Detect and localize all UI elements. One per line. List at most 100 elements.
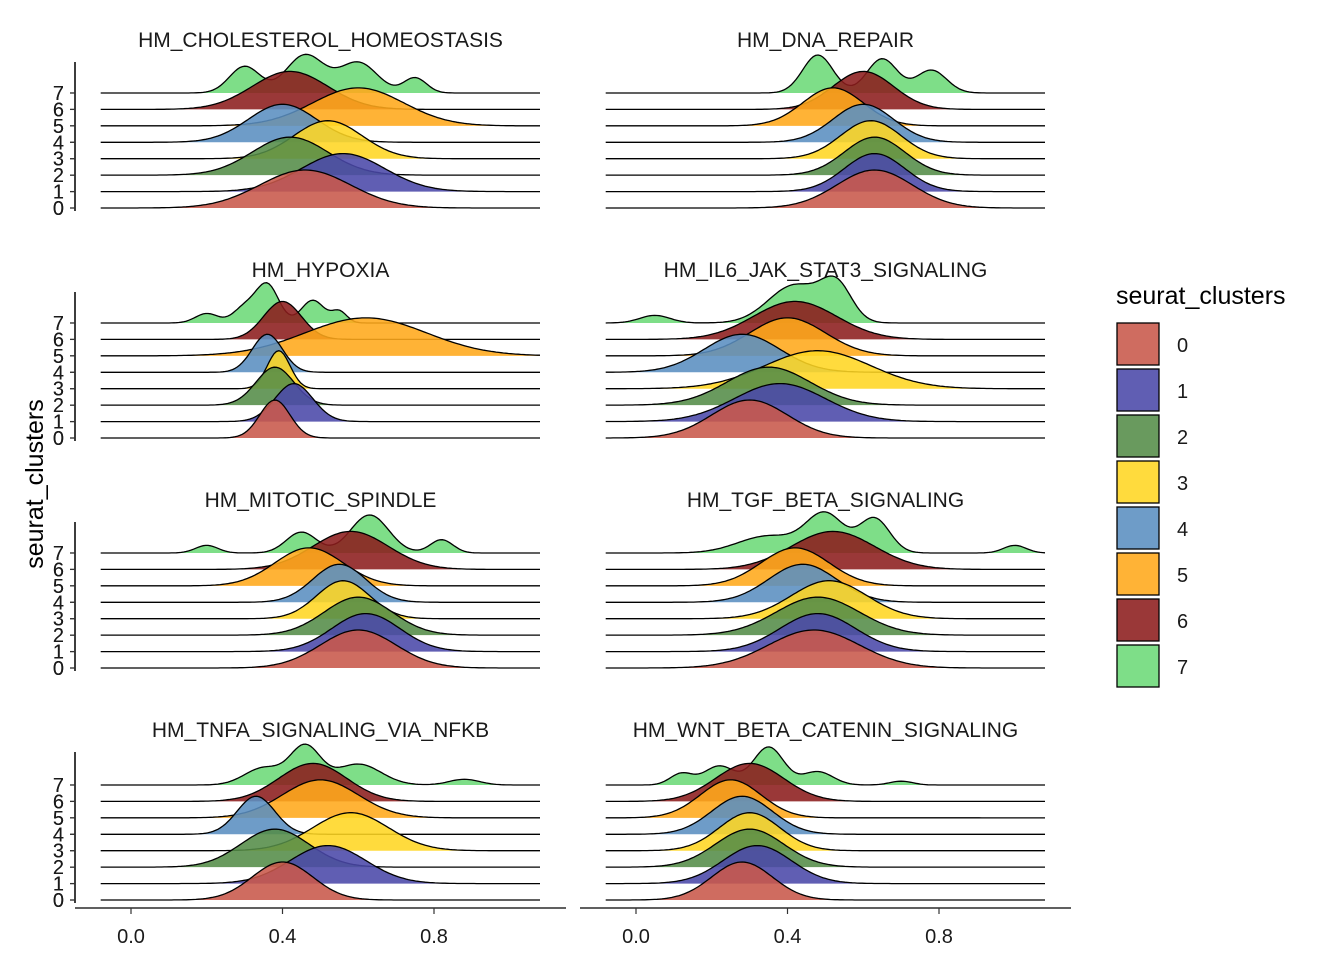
ridge-line-cluster-5 (605, 87, 1045, 127)
ridge-fill-cluster-7 (100, 54, 540, 93)
y-tick-label: 2 (53, 165, 64, 187)
y-tick-label: 2 (53, 857, 64, 879)
y-tick-label: 0 (53, 428, 64, 450)
ridge-line-cluster-1 (605, 612, 1045, 653)
x-tick-label: 0.0 (622, 926, 650, 948)
legend-title: seurat_clusters (1116, 282, 1286, 310)
ridge-fill-cluster-3 (605, 350, 1045, 389)
y-tick-label: 6 (53, 791, 64, 813)
ridge-line-cluster-7 (605, 511, 1046, 554)
x-tick-label: 0.4 (269, 926, 297, 948)
y-tick-label: 5 (53, 808, 64, 830)
y-tick-label: 4 (53, 592, 64, 614)
ridge-line-cluster-5 (605, 779, 1045, 819)
ridge-fill-cluster-0 (100, 862, 540, 900)
y-tick-label: 6 (53, 559, 64, 581)
legend-label-7: 7 (1177, 657, 1188, 679)
facet-title: HM_CHOLESTEROL_HOMEOSTASIS (138, 29, 503, 52)
ridge-fill-cluster-5 (100, 779, 540, 818)
ridge-line-cluster-4 (100, 563, 540, 603)
y-tick-label: 4 (53, 362, 64, 384)
legend-swatch-6 (1116, 598, 1160, 642)
y-axis-title: seurat_clusters (21, 399, 49, 569)
legend-label-3: 3 (1177, 473, 1188, 495)
legend-label-6: 6 (1177, 611, 1188, 633)
y-tick-label: 7 (53, 83, 64, 105)
y-tick-label: 2 (53, 625, 64, 647)
ridge-line-cluster-1 (605, 844, 1045, 885)
ridge-line-cluster-5 (605, 317, 1045, 357)
x-tick-label: 0.0 (117, 926, 145, 948)
facets-layer: HM_CHOLESTEROL_HOMEOSTASIS01234567HM_DNA… (53, 29, 1046, 912)
ridge-fill-cluster-1 (100, 613, 540, 652)
y-tick-label: 6 (53, 791, 64, 813)
y-tick-label: 5 (53, 116, 64, 138)
y-tick-label: 7 (53, 775, 64, 797)
y-tick-label: 0 (53, 428, 64, 450)
y-tick-label: 2 (53, 857, 64, 879)
y-tick-label: 5 (53, 576, 64, 598)
facet-title: HM_MITOTIC_SPINDLE (205, 489, 437, 512)
y-tick-label: 2 (53, 395, 64, 417)
ridge-fill-cluster-2 (605, 137, 1045, 176)
ridge-fill-cluster-3 (100, 580, 540, 619)
y-tick-label: 4 (53, 592, 64, 614)
y-tick-label: 3 (53, 841, 64, 863)
ridge-line-cluster-1 (100, 382, 540, 423)
ridge-line-cluster-4 (100, 333, 540, 373)
ridge-fill-cluster-0 (605, 400, 1045, 438)
ridge-fill-cluster-4 (100, 564, 540, 603)
facet-title: HM_DNA_REPAIR (737, 29, 914, 52)
legend-swatch-3 (1116, 460, 1160, 504)
y-tick-label: 0 (53, 658, 64, 680)
ridge-line-cluster-7 (100, 282, 540, 324)
ridge-line-cluster-0 (100, 861, 540, 901)
ridge-fill-cluster-6 (605, 301, 1045, 340)
y-tick-label: 3 (53, 149, 64, 171)
ridge-fill-cluster-3 (605, 120, 1045, 159)
ridge-fill-cluster-7 (605, 276, 1045, 323)
ridge-fill-cluster-3 (100, 350, 540, 389)
y-tick-label: 6 (53, 99, 64, 121)
ridge-line-cluster-2 (100, 366, 540, 406)
ridge-line-cluster-1 (100, 844, 540, 885)
ridge-line-cluster-2 (605, 366, 1045, 406)
ridge-line-cluster-1 (100, 612, 540, 653)
ridge-line-cluster-1 (605, 152, 1045, 193)
ridge-line-cluster-2 (100, 136, 540, 176)
ridge-fill-cluster-0 (605, 170, 1045, 208)
y-tick-label: 2 (53, 625, 64, 647)
y-tick-label: 5 (53, 346, 64, 368)
ridge-fill-cluster-5 (100, 547, 540, 586)
y-tick-label: 7 (53, 83, 64, 105)
legend-swatch-4 (1116, 506, 1160, 550)
y-tick-label: 1 (53, 412, 64, 434)
ridge-line-cluster-6 (100, 530, 540, 571)
ridge-line-cluster-0 (100, 399, 540, 439)
y-tick-label: 6 (53, 99, 64, 121)
ridge-line-cluster-0 (605, 399, 1045, 439)
y-tick-label: 3 (53, 379, 64, 401)
legend-swatch-2 (1116, 414, 1160, 458)
ridge-fill-cluster-2 (605, 829, 1045, 868)
y-tick-label: 0 (53, 198, 64, 220)
ridge-line-cluster-3 (605, 350, 1045, 390)
legend-label-0: 0 (1177, 335, 1188, 357)
y-tick-label: 3 (53, 609, 64, 631)
y-tick-label: 4 (53, 132, 64, 154)
x-axes-layer: 0.0 0.4 0.8 0.0 0.4 0.8 (75, 907, 1071, 948)
ridge-fill-cluster-5 (100, 87, 540, 126)
ridge-fill-cluster-3 (100, 120, 540, 159)
y-tick-label: 5 (53, 808, 64, 830)
y-tick-label: 1 (53, 182, 64, 204)
ridge-fill-cluster-1 (100, 383, 540, 422)
ridge-line-cluster-3 (605, 812, 1045, 852)
ridge-line-cluster-5 (100, 547, 540, 587)
ridge-line-cluster-4 (605, 795, 1045, 835)
legend-label-4: 4 (1177, 519, 1188, 541)
